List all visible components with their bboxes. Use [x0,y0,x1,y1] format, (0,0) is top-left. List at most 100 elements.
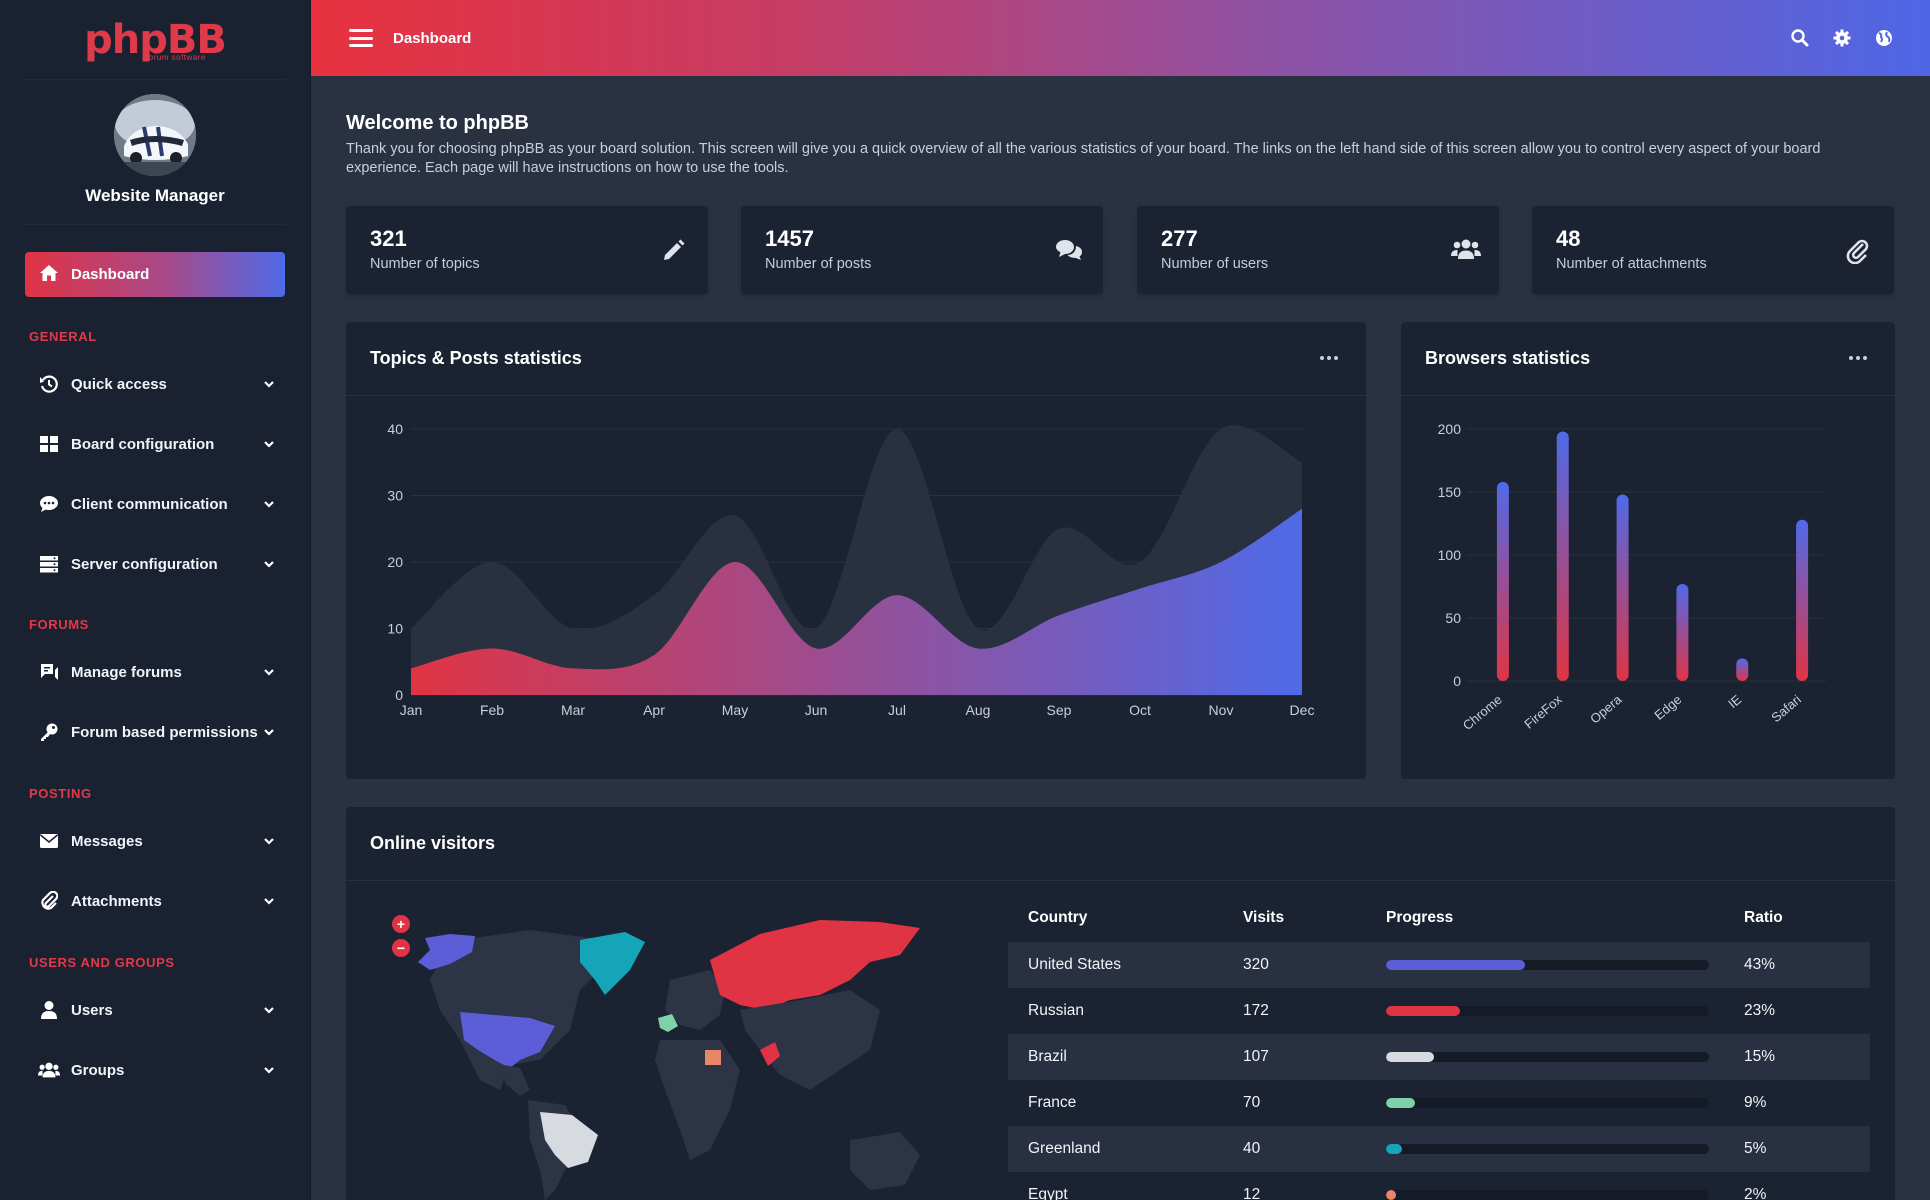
chevron-down-icon [262,377,276,391]
section-title-posting: POSTING [29,786,92,801]
y-tick-label: 150 [1438,484,1462,500]
visits-cell: 40 [1243,1140,1261,1157]
panel-header: Browsers statistics [1401,322,1895,396]
sidebar-item-manage-forums[interactable]: Manage forums [38,657,276,687]
bar [1496,481,1509,681]
y-tick-label: 0 [1453,673,1461,689]
sidebar-item-dashboard[interactable]: Dashboard [25,252,285,297]
world-map[interactable] [380,900,940,1200]
x-tick-label: Opera [1587,691,1625,726]
avatar[interactable] [114,94,196,176]
ratio-cell: 9% [1744,1094,1767,1111]
country-cell: Brazil [1028,1048,1067,1065]
chevron-down-icon [262,834,276,848]
country-cell: Russian [1028,1002,1084,1019]
table-row: Russian 172 23% [1008,988,1870,1034]
comment-dots-icon [38,494,60,514]
country-cell: Greenland [1028,1140,1101,1157]
x-tick-label: FireFox [1521,691,1565,731]
map-region-asia [740,990,880,1090]
map-zoom-in-button[interactable]: + [392,915,410,933]
y-tick-label: 40 [387,421,403,437]
gear-icon[interactable] [1832,28,1852,48]
more-options-icon[interactable] [1320,356,1338,360]
panel-header: Topics & Posts statistics [346,322,1366,396]
map-region-egypt [705,1050,721,1065]
stat-value: 277 [1161,226,1198,251]
x-tick-label: Chrome [1460,692,1505,733]
section-title-forums: FORUMS [29,617,89,632]
map-region-alaska [418,934,475,970]
more-options-icon[interactable] [1849,356,1867,360]
topbar: Dashboard [311,0,1930,76]
sidebar-item-groups[interactable]: Groups [38,1055,276,1085]
map-region-africa [655,1040,740,1160]
sidebar-item-server-configuration[interactable]: Server configuration [38,549,276,579]
progress-fill [1386,960,1525,970]
sidebar-item-label: Server configuration [71,555,218,573]
topics-posts-panel: Topics & Posts statistics 0 10 20 30 40 Jan Fe… [346,322,1366,779]
table-row: Brazil 107 15% [1008,1034,1870,1080]
progress-fill [1386,1098,1416,1108]
visits-cell: 12 [1243,1186,1261,1200]
ratio-cell: 23% [1744,1002,1776,1019]
stat-label: Number of users [1161,256,1269,272]
bar [1676,583,1689,681]
sidebar-item-messages[interactable]: Messages [38,826,276,856]
progress-track [1386,1144,1709,1154]
bar [1796,519,1809,681]
chevron-down-icon [262,1063,276,1077]
stat-label: Number of posts [765,256,872,272]
panel-title: Topics & Posts statistics [370,348,582,368]
stat-value: 1457 [765,226,814,251]
sidebar-item-quick-access[interactable]: Quick access [38,369,276,399]
y-tick-label: 50 [1445,610,1461,626]
sidebar-item-users[interactable]: Users [38,995,276,1025]
chevron-down-icon [262,725,276,739]
sidebar-item-label: Groups [71,1061,125,1079]
paperclip-icon [1846,238,1872,265]
chevron-down-icon [262,557,276,571]
table-row: France 70 9% [1008,1080,1870,1126]
progress-cell [1366,1052,1724,1062]
column-header-country[interactable]: Country [1028,909,1088,926]
sidebar: phpBB forum software Website Manager Das… [0,0,311,1200]
envelope-icon [38,831,60,851]
menu-toggle-icon[interactable] [349,29,373,47]
server-icon [38,554,60,574]
sidebar-item-label: Messages [71,832,143,850]
map-region-united-states [460,1012,555,1068]
pencil-icon [660,238,686,264]
stat-card-posts: 1457 Number of posts [741,206,1103,294]
phpbb-logo[interactable]: phpBB forum software [84,20,227,62]
progress-fill [1386,1052,1435,1062]
sidebar-item-board-configuration[interactable]: Board configuration [38,429,276,459]
browsers-chart: 0 50 100 150 200 Chrome FireFox Opera Edge IE Safa… [1438,421,1826,733]
sidebar-item-attachments[interactable]: Attachments [38,886,276,916]
x-tick-label: Oct [1129,702,1151,718]
y-tick-label: 30 [387,488,403,504]
map-region-brazil [540,1112,598,1168]
forum-edit-icon [38,662,60,682]
map-region-europe [665,970,725,1030]
column-header-ratio[interactable]: Ratio [1744,909,1783,926]
x-tick-label: Apr [643,702,665,718]
progress-track [1386,1098,1709,1108]
stat-label: Number of topics [370,256,480,272]
column-header-progress[interactable]: Progress [1386,909,1454,926]
globe-icon[interactable] [1874,28,1894,48]
y-tick-label: 10 [387,621,403,637]
sidebar-item-forum-based-permissions[interactable]: Forum based permissions [38,717,276,747]
comments-icon [1055,238,1082,264]
x-tick-label: Dec [1290,702,1315,718]
sidebar-item-label: Client communication [71,495,228,513]
panel-title: Online visitors [370,833,496,853]
map-region-france [658,1014,678,1032]
welcome-title: Welcome to phpBB [346,112,529,134]
logo-area: phpBB forum software [24,0,286,80]
sidebar-item-client-communication[interactable]: Client communication [38,489,276,519]
column-header-visits[interactable]: Visits [1243,909,1285,926]
sidebar-item-label: Quick access [71,375,167,393]
search-icon[interactable] [1790,28,1810,48]
map-zoom-out-button[interactable]: − [392,939,410,957]
